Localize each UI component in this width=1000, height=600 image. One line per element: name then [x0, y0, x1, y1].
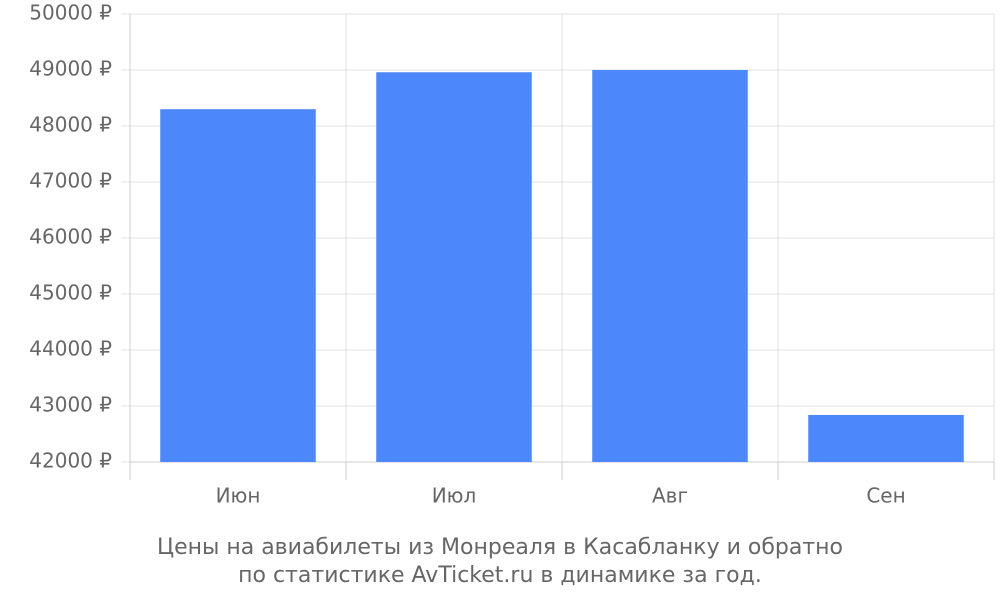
y-tick-label: 50000 ₽	[29, 1, 112, 25]
x-tick-label: Июл	[432, 484, 477, 508]
y-tick-label: 45000 ₽	[29, 281, 112, 305]
x-tick-label: Авг	[652, 484, 688, 508]
y-tick-label: 47000 ₽	[29, 169, 112, 193]
caption-line: по статистике AvTicket.ru в динамике за …	[238, 563, 762, 588]
y-tick-label: 49000 ₽	[29, 57, 112, 81]
bar	[160, 109, 316, 462]
y-tick-label: 44000 ₽	[29, 337, 112, 361]
y-tick-label: 48000 ₽	[29, 113, 112, 137]
x-tick-label: Сен	[866, 484, 905, 508]
bar	[808, 414, 964, 462]
bar	[592, 70, 748, 462]
caption-line: Цены на авиабилеты из Монреаля в Касабла…	[157, 535, 843, 560]
y-tick-label: 42000 ₽	[29, 449, 112, 473]
y-tick-label: 43000 ₽	[29, 393, 112, 417]
bar	[376, 72, 532, 463]
y-tick-label: 46000 ₽	[29, 225, 112, 249]
x-tick-label: Июн	[216, 484, 261, 508]
